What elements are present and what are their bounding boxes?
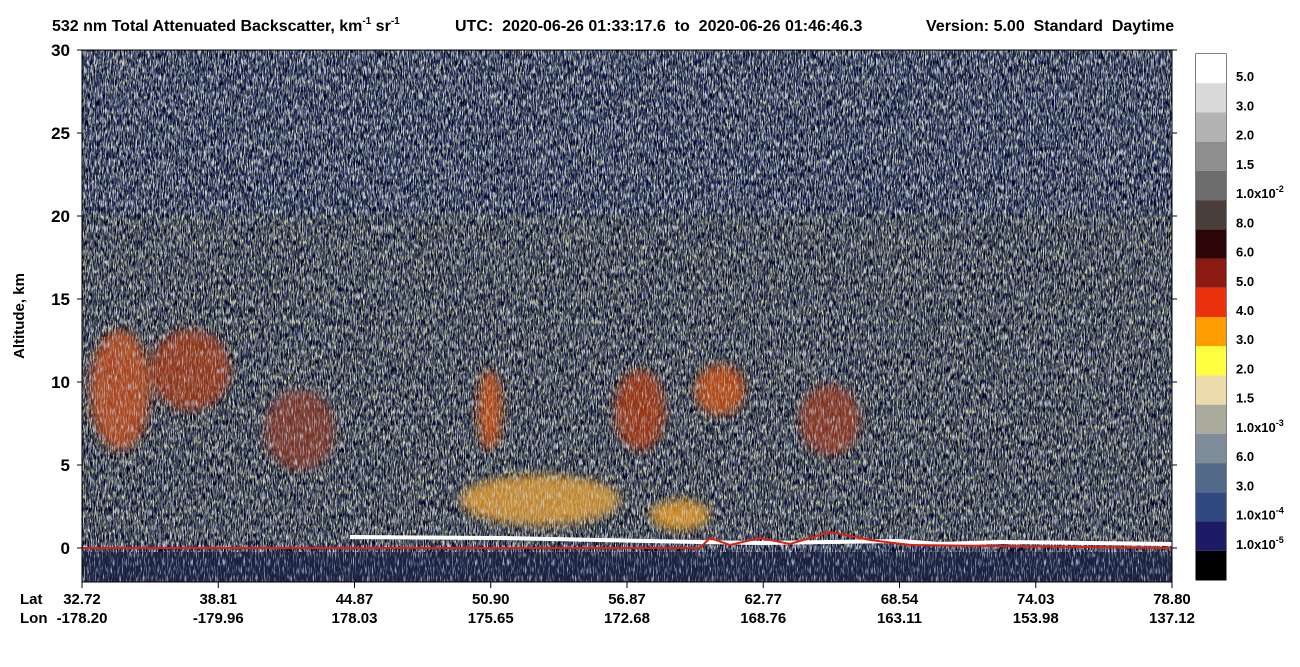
colorbar-label-base: 8.0 xyxy=(1236,215,1254,230)
lon-label: 163.11 xyxy=(877,610,922,627)
y-tick-label: 15 xyxy=(51,290,70,309)
colorbar-segment xyxy=(1196,317,1226,347)
colorbar-segment xyxy=(1196,83,1226,113)
colorbar-label: 8.0 xyxy=(1236,215,1254,230)
colorbar-segment xyxy=(1196,229,1226,259)
x-row-label: Lat xyxy=(20,591,43,608)
lat-label: 62.77 xyxy=(744,591,782,608)
lon-label: 168.76 xyxy=(740,610,786,627)
lon-label: 137.12 xyxy=(1149,610,1195,627)
colorbar-label: 3.0 xyxy=(1236,332,1254,347)
colorbar-segment xyxy=(1196,287,1226,317)
lat-label: 32.72 xyxy=(63,591,101,608)
colorbar-segment xyxy=(1196,141,1226,171)
title-superscript: -1 xyxy=(362,16,371,27)
title-part: sr xyxy=(371,18,391,35)
colorbar-label-base: 1.0x10 xyxy=(1236,186,1276,201)
colorbar-label-base: 4.0 xyxy=(1236,303,1254,318)
colorbar-segment xyxy=(1196,200,1226,230)
colorbar-label-base: 1.0x10 xyxy=(1236,508,1276,523)
colorbar-label-base: 1.0x10 xyxy=(1236,420,1276,435)
y-tick-label: 25 xyxy=(51,124,70,143)
y-tick-label: 5 xyxy=(61,456,70,475)
colorbar-label-base: 1.0x10 xyxy=(1236,537,1276,552)
lon-label: 153.98 xyxy=(1013,610,1059,627)
lon-label: 178.03 xyxy=(332,610,378,627)
colorbar-segment xyxy=(1196,463,1226,493)
colorbar-label-exponent: -4 xyxy=(1276,506,1284,516)
colorbar-label: 2.0 xyxy=(1236,361,1254,376)
colorbar-label-base: 3.0 xyxy=(1236,478,1254,493)
colorbar-label-exponent: -5 xyxy=(1276,535,1284,545)
colorbar-label: 1.0x10-3 xyxy=(1236,418,1284,435)
version: Version: 5.00 Standard Daytime xyxy=(926,18,1174,35)
title-part: 532 nm Total Attenuated Backscatter, km xyxy=(52,18,362,35)
lon-label: -179.96 xyxy=(193,610,244,627)
y-tick-label: 10 xyxy=(51,373,70,392)
colorbar-label: 6.0 xyxy=(1236,449,1254,464)
colorbar-label-base: 5.0 xyxy=(1236,69,1254,84)
colorbar-segment xyxy=(1196,346,1226,376)
colorbar-label: 1.0x10-4 xyxy=(1236,506,1284,523)
colorbar-segment xyxy=(1196,550,1226,580)
lat-label: 44.87 xyxy=(336,591,374,608)
title-superscript: -1 xyxy=(391,16,400,27)
y-tick-label: 0 xyxy=(61,539,70,558)
colorbar-label-base: 1.5 xyxy=(1236,391,1254,406)
colorbar-label: 3.0 xyxy=(1236,478,1254,493)
y-tick-label: 20 xyxy=(51,207,70,226)
colorbar-label: 6.0 xyxy=(1236,245,1254,260)
colorbar-segment xyxy=(1196,258,1226,288)
chart-title: 532 nm Total Attenuated Backscatter, km-… xyxy=(52,16,400,35)
lon-label: 175.65 xyxy=(468,610,514,627)
colorbar-label-base: 6.0 xyxy=(1236,245,1254,260)
colorbar-segment xyxy=(1196,54,1226,84)
colorbar-label: 1.5 xyxy=(1236,157,1254,172)
utc-range: UTC: 2020-06-26 01:33:17.6 to 2020-06-26… xyxy=(455,18,862,35)
colorbar-label: 3.0 xyxy=(1236,98,1254,113)
colorbar-label-exponent: -3 xyxy=(1276,418,1284,428)
plot-background xyxy=(82,50,1173,582)
colorbar-label-base: 2.0 xyxy=(1236,128,1254,143)
colorbar-segment xyxy=(1196,170,1226,201)
colorbar-label-base: 6.0 xyxy=(1236,449,1254,464)
lat-label: 68.54 xyxy=(881,591,919,608)
colorbar-label: 5.0 xyxy=(1236,69,1254,84)
colorbar-label-base: 3.0 xyxy=(1236,98,1254,113)
colorbar-label-base: 1.5 xyxy=(1236,157,1254,172)
colorbar-label: 4.0 xyxy=(1236,303,1254,318)
lat-label: 56.87 xyxy=(608,591,646,608)
colorbar-segment xyxy=(1196,433,1226,464)
colorbar-segment xyxy=(1196,404,1226,434)
lon-label: 172.68 xyxy=(604,610,650,627)
colorbar-label: 5.0 xyxy=(1236,274,1254,289)
colorbar-label-base: 3.0 xyxy=(1236,332,1254,347)
lat-label: 38.81 xyxy=(199,591,237,608)
colorbar-segment xyxy=(1196,112,1226,142)
y-axis-label: Altitude, km xyxy=(11,273,28,359)
y-tick-label: 30 xyxy=(51,41,70,60)
x-row-label: Lon xyxy=(20,610,48,627)
colorbar-label: 1.0x10-5 xyxy=(1236,535,1284,552)
lat-label: 50.90 xyxy=(472,591,510,608)
lat-label: 78.80 xyxy=(1153,591,1191,608)
colorbar-label-base: 2.0 xyxy=(1236,361,1254,376)
colorbar-label-exponent: -2 xyxy=(1276,184,1284,194)
colorbar-segment xyxy=(1196,521,1226,551)
colorbar-label: 1.5 xyxy=(1236,391,1254,406)
colorbar-segment xyxy=(1196,375,1226,405)
lon-label: -178.20 xyxy=(57,610,108,627)
colorbar-label-base: 5.0 xyxy=(1236,274,1254,289)
lat-label: 74.03 xyxy=(1017,591,1055,608)
colorbar-label: 2.0 xyxy=(1236,128,1254,143)
colorbar-segment xyxy=(1196,492,1226,522)
colorbar-label: 1.0x10-2 xyxy=(1236,184,1284,201)
